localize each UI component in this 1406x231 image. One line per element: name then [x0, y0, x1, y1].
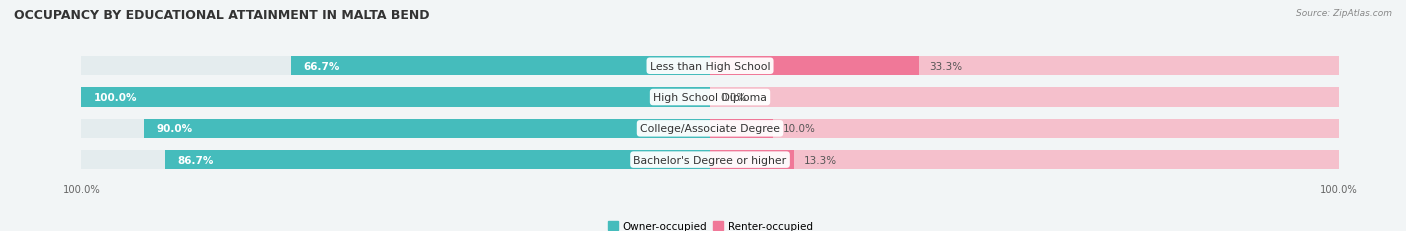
- Bar: [710, 57, 1339, 76]
- Bar: [710, 88, 1339, 107]
- Bar: [710, 57, 920, 76]
- Bar: [82, 88, 710, 107]
- Bar: [82, 119, 710, 138]
- Bar: [710, 150, 1339, 170]
- Bar: [291, 57, 710, 76]
- Bar: [82, 88, 710, 107]
- Text: OCCUPANCY BY EDUCATIONAL ATTAINMENT IN MALTA BEND: OCCUPANCY BY EDUCATIONAL ATTAINMENT IN M…: [14, 9, 430, 22]
- Bar: [82, 57, 710, 76]
- Text: 0.0%: 0.0%: [720, 93, 747, 103]
- Bar: [710, 150, 793, 170]
- Bar: [710, 119, 773, 138]
- Bar: [710, 57, 1339, 76]
- Text: 10.0%: 10.0%: [783, 124, 815, 134]
- Bar: [710, 119, 1339, 138]
- Text: 66.7%: 66.7%: [304, 61, 340, 71]
- Text: 100.0%: 100.0%: [94, 93, 138, 103]
- Bar: [145, 119, 710, 138]
- Text: Bachelor's Degree or higher: Bachelor's Degree or higher: [634, 155, 786, 165]
- Bar: [165, 150, 710, 170]
- Text: Source: ZipAtlas.com: Source: ZipAtlas.com: [1296, 9, 1392, 18]
- Legend: Owner-occupied, Renter-occupied: Owner-occupied, Renter-occupied: [603, 217, 817, 231]
- Text: Less than High School: Less than High School: [650, 61, 770, 71]
- Bar: [710, 88, 1339, 107]
- Text: High School Diploma: High School Diploma: [654, 93, 766, 103]
- Text: College/Associate Degree: College/Associate Degree: [640, 124, 780, 134]
- Text: 13.3%: 13.3%: [804, 155, 837, 165]
- Bar: [710, 119, 1339, 138]
- Text: 33.3%: 33.3%: [929, 61, 963, 71]
- Text: 86.7%: 86.7%: [177, 155, 214, 165]
- Bar: [82, 150, 710, 170]
- Bar: [710, 150, 1339, 170]
- Text: 90.0%: 90.0%: [157, 124, 193, 134]
